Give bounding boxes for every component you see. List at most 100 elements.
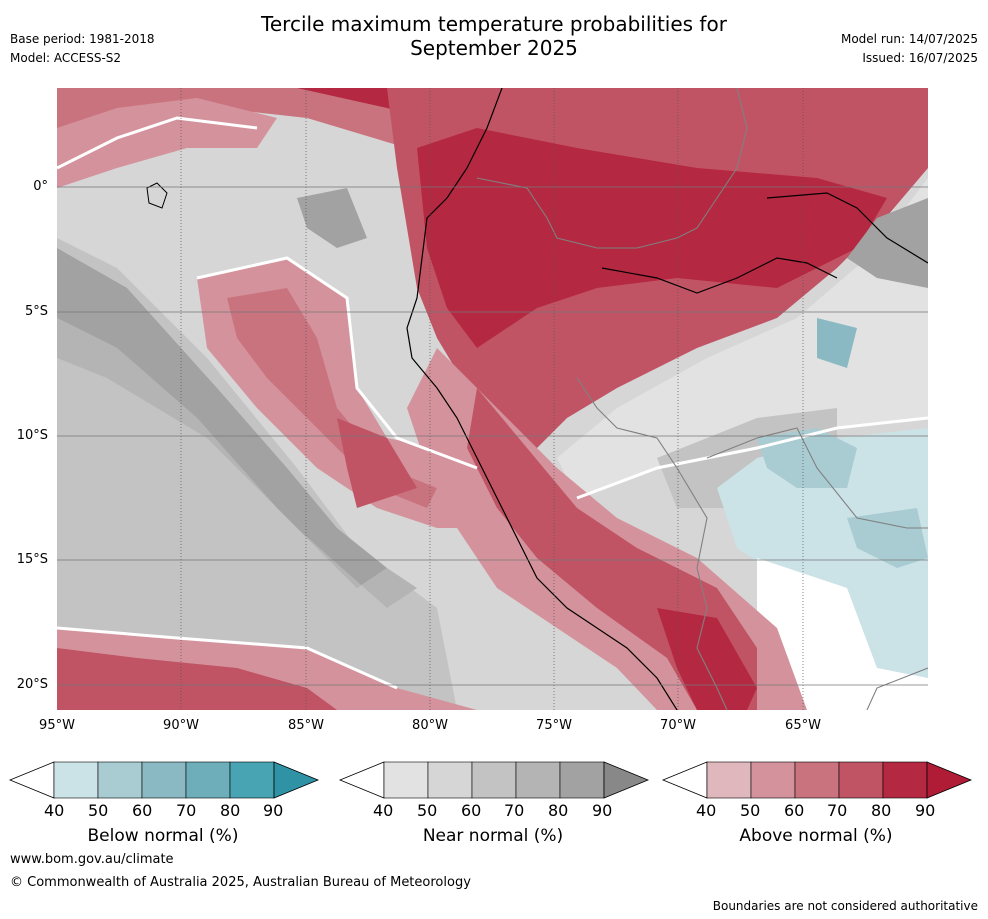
cb-below-tick-80: 80 <box>220 801 241 820</box>
contour-line-south <box>57 626 398 690</box>
no-signal-se <box>757 558 928 710</box>
model-name: Model: ACCESS-S2 <box>10 51 122 65</box>
border-bolivia-brazil <box>706 427 928 529</box>
colorbar-segment <box>706 761 752 799</box>
lat-label-10s: 10°S <box>16 428 48 443</box>
colorbar-arrow-low <box>338 761 385 799</box>
lon-label-70w: 70°W <box>660 718 696 733</box>
coastline-west <box>406 88 678 710</box>
cb-above-tick-90: 90 <box>915 801 936 820</box>
cb-below-tick-90: 90 <box>263 801 284 820</box>
colorbar-arrow-high <box>603 761 650 799</box>
lat-label-15s: 15°S <box>16 552 48 567</box>
colorbar-label-below: Below normal (%) <box>87 826 239 846</box>
colorbar-label-near: Near normal (%) <box>422 826 564 846</box>
above-normal-south-80 <box>57 648 337 710</box>
contour-line-offshore <box>196 256 478 470</box>
contour-line-east <box>576 416 928 500</box>
cb-above-tick-50: 50 <box>740 801 761 820</box>
colorbar-segment <box>515 761 561 799</box>
cb-near-tick-50: 50 <box>417 801 438 820</box>
below-normal-se-60 <box>817 318 857 368</box>
below-normal-se-40 <box>717 428 928 710</box>
map-title: Tercile maximum temperature probabilitie… <box>0 12 988 60</box>
near-normal-galapagos-area <box>297 188 367 248</box>
lat-label-20s: 20°S <box>16 677 48 692</box>
colorbar-segment <box>383 761 429 799</box>
issued-date: Issued: 16/07/2025 <box>862 51 978 65</box>
colorbar-arrow-high <box>273 761 320 799</box>
colorbar-near-normal <box>338 761 650 799</box>
above-normal-nw-60 <box>57 98 277 188</box>
lon-label-90w: 90°W <box>163 718 199 733</box>
colorbar-segment <box>794 761 840 799</box>
cb-above-tick-80: 80 <box>871 801 892 820</box>
cb-below-tick-50: 50 <box>88 801 109 820</box>
cb-near-tick-40: 40 <box>373 801 394 820</box>
colorbar-above-normal <box>661 761 973 799</box>
lon-label-65w: 65°W <box>785 718 821 733</box>
above-normal-coast-90 <box>657 608 757 710</box>
colorbars <box>8 761 973 799</box>
border-peru-bolivia <box>576 377 728 710</box>
colorbar-arrow-low <box>661 761 708 799</box>
map-canvas <box>57 88 928 710</box>
coastline-north <box>766 192 928 264</box>
above-normal-offshore-70 <box>227 288 437 508</box>
lon-label-95w: 95°W <box>39 718 75 733</box>
cb-above-tick-60: 60 <box>784 801 805 820</box>
near-normal-east-90 <box>847 198 928 288</box>
title-line-2: September 2025 <box>410 36 578 60</box>
colorbar-segment <box>838 761 884 799</box>
above-normal-offshore-80 <box>337 418 417 508</box>
above-normal-amazon-90 <box>417 128 887 348</box>
base-period: Base period: 1981-2018 <box>10 32 155 46</box>
meta-right: Model run: 14/07/2025 Issued: 16/07/2025 <box>841 30 978 68</box>
colorbar-ticks: 40 50 60 70 80 90 40 50 60 70 80 90 40 5… <box>0 801 988 823</box>
galapagos-islands <box>146 182 168 209</box>
cb-near-tick-60: 60 <box>461 801 482 820</box>
meta-left: Base period: 1981-2018 Model: ACCESS-S2 <box>10 30 155 68</box>
colorbar-segment <box>471 761 517 799</box>
colorbar-arrow-high <box>926 761 973 799</box>
copyright-notice: © Commonwealth of Australia 2025, Austra… <box>10 875 471 890</box>
colorbar-below-normal <box>8 761 320 799</box>
lon-label-85w: 85°W <box>288 718 324 733</box>
cb-below-tick-60: 60 <box>132 801 153 820</box>
colorbar-segment <box>141 761 187 799</box>
lon-label-80w: 80°W <box>412 718 448 733</box>
colorbar-arrow-low <box>8 761 55 799</box>
website-link[interactable]: www.bom.gov.au/climate <box>10 852 174 867</box>
contour-line-north <box>57 116 258 170</box>
near-normal-region-80 <box>57 318 417 608</box>
probability-map <box>57 88 928 710</box>
colorbar-segment <box>750 761 796 799</box>
colorbar-segment <box>559 761 605 799</box>
cb-near-tick-80: 80 <box>548 801 569 820</box>
colorbar-segment <box>53 761 99 799</box>
lat-label-5s: 5°S <box>24 304 48 319</box>
cb-above-tick-40: 40 <box>696 801 717 820</box>
border-paraguay <box>866 667 928 710</box>
boundary-disclaimer: Boundaries are not considered authoritat… <box>712 899 978 913</box>
colorbar-segment <box>427 761 473 799</box>
cb-above-tick-70: 70 <box>827 801 848 820</box>
border-colombia-ecuador <box>476 88 748 249</box>
cb-near-tick-70: 70 <box>504 801 525 820</box>
colorbar-segment <box>185 761 231 799</box>
colorbar-label-above: Above normal (%) <box>739 826 893 846</box>
model-run: Model run: 14/07/2025 <box>840 32 978 46</box>
title-line-1: Tercile maximum temperature probabilitie… <box>261 12 727 36</box>
near-normal-region-90 <box>57 248 387 588</box>
colorbar-segment <box>229 761 275 799</box>
cb-below-tick-70: 70 <box>176 801 197 820</box>
cb-below-tick-40: 40 <box>44 801 65 820</box>
lat-label-0: 0° <box>33 179 48 194</box>
cb-near-tick-90: 90 <box>592 801 613 820</box>
colorbar-segment <box>97 761 143 799</box>
colorbar-segment <box>882 761 928 799</box>
below-normal-se-50b <box>847 508 928 568</box>
amazon-river <box>601 257 838 294</box>
lon-label-75w: 75°W <box>536 718 572 733</box>
latitude-lines <box>57 186 928 686</box>
